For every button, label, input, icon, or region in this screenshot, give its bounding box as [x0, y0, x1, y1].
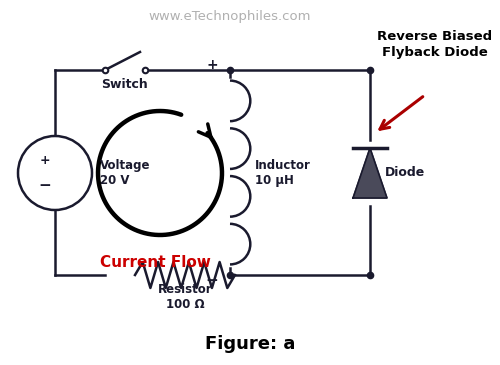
- Text: Figure: a: Figure: a: [205, 335, 295, 353]
- Text: +: +: [206, 58, 218, 72]
- Text: Resistor
100 Ω: Resistor 100 Ω: [158, 283, 212, 311]
- Text: Switch: Switch: [102, 78, 148, 91]
- Text: Diode: Diode: [385, 166, 425, 180]
- Text: +: +: [40, 154, 50, 168]
- Text: www.eTechnophiles.com: www.eTechnophiles.com: [148, 10, 311, 23]
- Text: −: −: [205, 273, 218, 288]
- Text: Current Flow: Current Flow: [100, 255, 210, 270]
- Text: Voltage
20 V: Voltage 20 V: [100, 159, 150, 187]
- Text: Inductor
10 μH: Inductor 10 μH: [255, 159, 311, 187]
- Text: Reverse Biased
Flyback Diode: Reverse Biased Flyback Diode: [378, 30, 492, 59]
- Polygon shape: [353, 148, 387, 198]
- Text: −: −: [38, 177, 52, 192]
